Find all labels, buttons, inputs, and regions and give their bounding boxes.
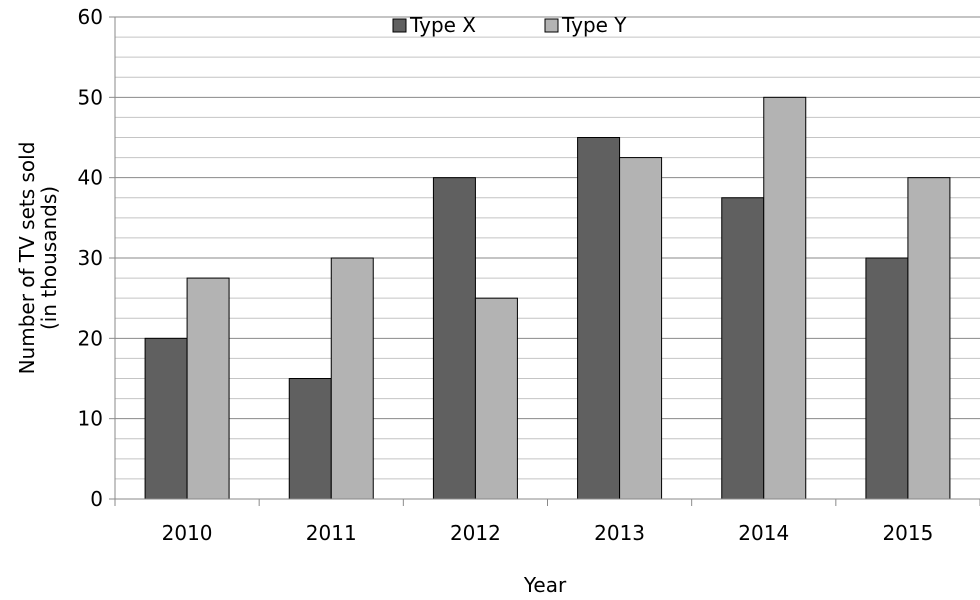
x-tick-label: 2011 (306, 521, 357, 545)
bar-type-x-2011 (288, 378, 332, 500)
bar-type-y-2014 (763, 96, 807, 500)
x-tick-labels: 2010 2011 2012 2013 2014 2015 (162, 521, 934, 545)
legend-label-type-x: Type X (409, 13, 476, 37)
y-tick-label: 40 (78, 166, 103, 190)
x-axis-title: Year (523, 573, 567, 597)
legend: Type X Type Y (392, 13, 627, 37)
y-axis-title: Number of TV sets sold (in thousands) (15, 142, 61, 375)
legend-swatch-type-x (392, 18, 407, 33)
y-tick-labels: 0 10 20 30 40 50 60 (78, 5, 103, 511)
bar-type-y-2012 (474, 297, 518, 500)
x-tick-label: 2012 (450, 521, 501, 545)
y-tick-label: 30 (78, 246, 103, 270)
x-tick-label: 2013 (594, 521, 645, 545)
bar-type-x-2015 (865, 257, 909, 500)
x-tick-label: 2010 (162, 521, 213, 545)
axes (109, 16, 980, 506)
y-tick-label: 20 (78, 326, 103, 350)
bar-type-x-2012 (432, 177, 476, 500)
bar-type-y-2010 (186, 277, 230, 500)
legend-label-type-y: Type Y (561, 13, 627, 37)
legend-swatch-type-y (544, 18, 559, 33)
bar-type-y-2011 (330, 257, 374, 500)
x-tick-label: 2014 (738, 521, 789, 545)
y-axis-title-line-2: (in thousands) (37, 186, 61, 330)
gridlines (115, 16, 980, 480)
bar-type-x-2014 (721, 197, 765, 500)
y-tick-label: 60 (78, 5, 103, 29)
x-tick-label: 2015 (882, 521, 933, 545)
y-tick-label: 50 (78, 85, 103, 109)
y-tick-label: 10 (78, 407, 103, 431)
bar-type-y-2013 (619, 157, 663, 500)
bars (144, 96, 951, 500)
y-tick-label: 0 (90, 487, 103, 511)
bar-type-x-2010 (144, 337, 188, 500)
bar-type-y-2015 (907, 177, 951, 500)
bar-type-x-2013 (577, 137, 621, 500)
y-axis-title-line-1: Number of TV sets sold (15, 142, 39, 375)
